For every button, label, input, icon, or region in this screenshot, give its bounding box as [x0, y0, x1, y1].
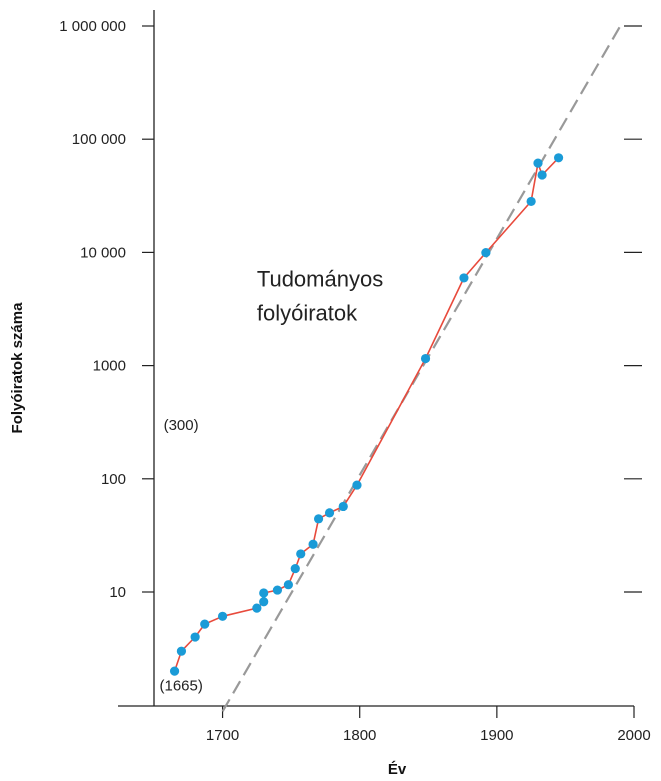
series-line: [173, 157, 560, 672]
y-tick-label: 100: [101, 471, 126, 488]
data-point: [553, 153, 564, 163]
x-tick-label: 1800: [343, 727, 376, 744]
data-point: [459, 273, 469, 283]
annotation-title-line-1: Tudományos: [257, 266, 383, 291]
y-axis-title: Folyóiratok száma: [9, 302, 26, 434]
data-point: [537, 170, 547, 180]
data-point: [252, 603, 262, 613]
data-point: [283, 580, 293, 590]
data-point: [338, 501, 348, 512]
data-point: [313, 514, 324, 524]
trend-line: [221, 25, 622, 713]
data-point: [420, 353, 431, 364]
data-point: [481, 248, 491, 258]
data-point: [217, 611, 228, 621]
y-tick-label: 1 000 000: [59, 18, 126, 35]
data-points: [169, 153, 564, 676]
trend-line-group: [221, 25, 622, 713]
y-tick-label: 100 000: [72, 131, 126, 148]
x-axis-title: Év: [388, 761, 407, 778]
series-lines: [173, 157, 560, 672]
data-point: [290, 563, 300, 574]
data-point: [176, 646, 187, 656]
data-point: [308, 539, 318, 549]
data-point: [200, 619, 210, 629]
x-tick-label: 1700: [206, 727, 239, 744]
tick-labels: 10 100 1000 10 000 100 000 1 000 000 1700 1800 1…: [59, 18, 650, 744]
y-tick-label: 10 000: [80, 244, 126, 261]
y-tick-label: 10: [109, 584, 126, 601]
data-point: [526, 196, 536, 207]
x-tick-label: 1900: [480, 727, 513, 744]
x-tick-label: 2000: [617, 727, 650, 744]
axes: [118, 10, 642, 718]
data-point: [190, 632, 200, 642]
annotation-1665: (1665): [159, 677, 202, 694]
y-tick-label: 1000: [93, 358, 126, 375]
data-point: [169, 666, 180, 676]
annotation-title-line-2: folyóiratok: [257, 300, 358, 325]
data-point: [272, 585, 283, 595]
data-point: [324, 508, 335, 518]
data-point: [352, 480, 362, 490]
annotation-300: (300): [164, 417, 199, 434]
data-point: [259, 597, 269, 607]
data-point: [259, 588, 269, 598]
data-point: [533, 158, 543, 168]
data-point: [296, 549, 306, 559]
